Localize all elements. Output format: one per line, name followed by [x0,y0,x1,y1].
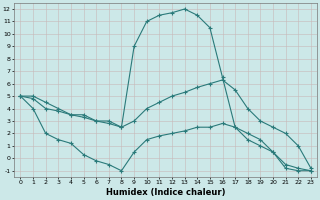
X-axis label: Humidex (Indice chaleur): Humidex (Indice chaleur) [106,188,225,197]
